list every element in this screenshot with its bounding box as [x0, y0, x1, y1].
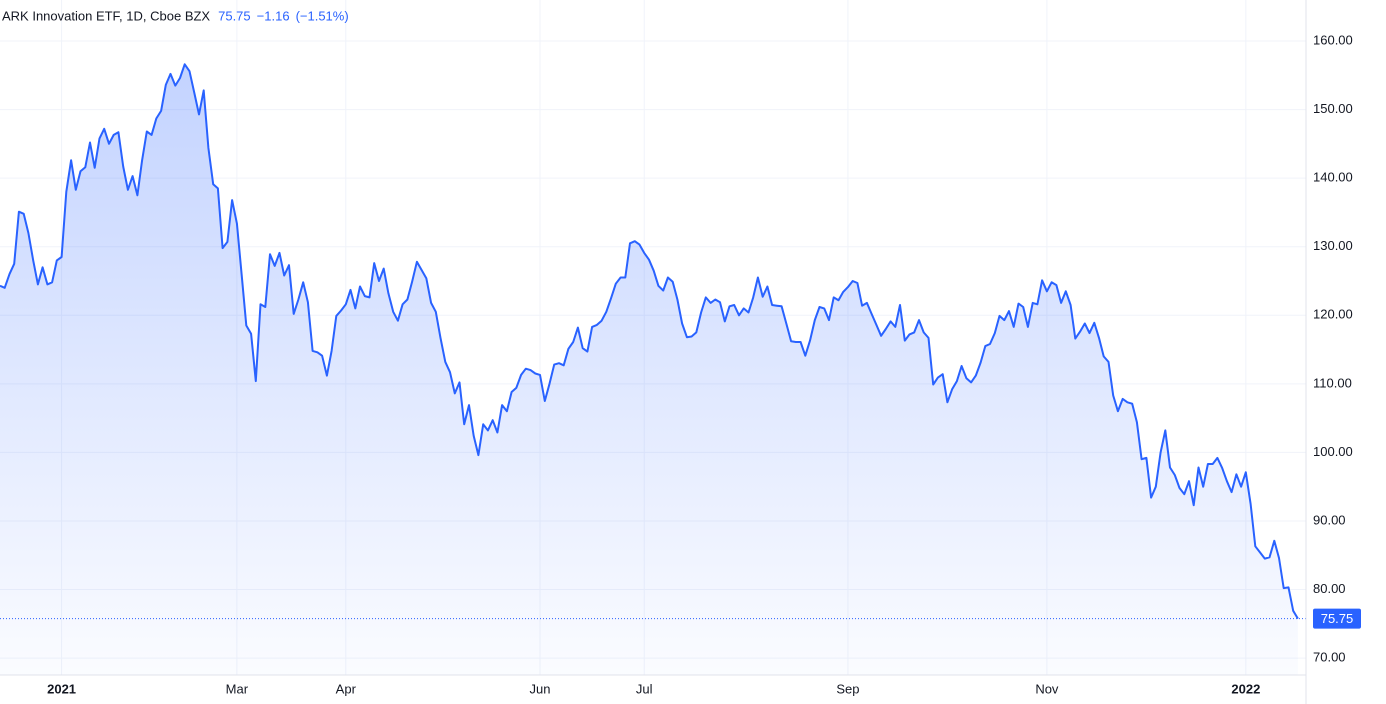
last-price-badge — [1313, 608, 1361, 629]
x-tick-label: 2022 — [1231, 681, 1260, 696]
y-tick-label: 70.00 — [1313, 650, 1346, 665]
y-tick-label: 150.00 — [1313, 101, 1353, 116]
y-tick-label: 160.00 — [1313, 32, 1353, 47]
y-tick-label: 100.00 — [1313, 444, 1353, 459]
x-tick-label: 2021 — [47, 681, 76, 696]
plot — [0, 63, 1306, 676]
x-tick-label: Jun — [530, 681, 551, 696]
legend-header: ARK Innovation ETF, 1D, Cboe BZX 75.75 −… — [2, 8, 349, 23]
axes: 70.00 80.00 90.00 100.00 110.00 120.00 130.00 1… — [47, 32, 1361, 696]
y-tick-label: 140.00 — [1313, 170, 1353, 185]
x-tick-label: Sep — [836, 681, 859, 696]
area-fill — [0, 64, 1298, 676]
change-value: −1.16 — [257, 8, 290, 23]
y-tick-label: 130.00 — [1313, 238, 1353, 253]
x-tick-label: Apr — [336, 681, 357, 696]
x-tick-label: Nov — [1035, 681, 1059, 696]
y-tick-label: 90.00 — [1313, 512, 1346, 527]
change-percent: (−1.51%) — [296, 8, 349, 23]
last-price-label: 75.75 — [1321, 611, 1354, 626]
close-value: 75.75 — [218, 8, 251, 23]
x-tick-label: Jul — [636, 681, 653, 696]
y-tick-label: 110.00 — [1313, 375, 1352, 390]
y-tick-label: 120.00 — [1313, 307, 1353, 322]
chart-title: ARK Innovation ETF, 1D, Cboe BZX — [2, 8, 210, 23]
x-tick-label: Mar — [226, 681, 249, 696]
y-tick-label: 80.00 — [1313, 581, 1346, 596]
price-line — [0, 63, 1299, 620]
